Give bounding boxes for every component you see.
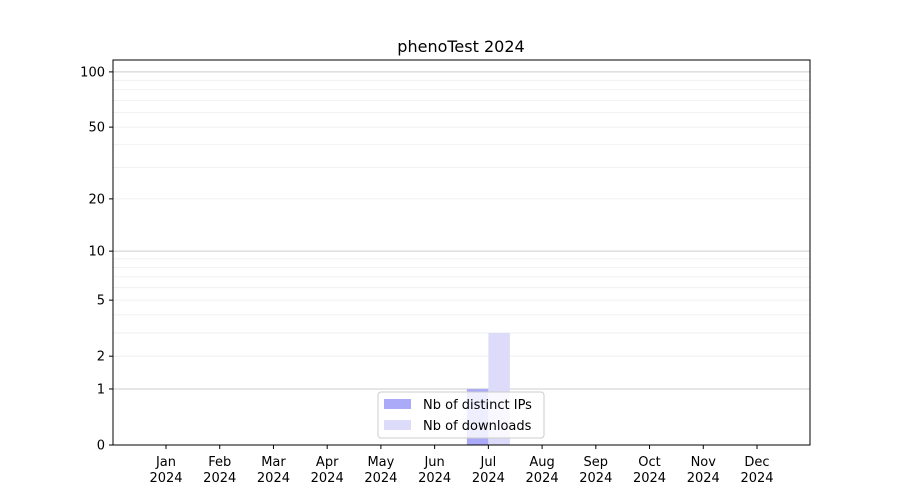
legend: Nb of distinct IPs Nb of downloads [377, 391, 545, 439]
x-tick-label: Apr [316, 455, 339, 470]
y-tick-label: 5 [97, 294, 105, 309]
y-tick-label: 50 [88, 121, 105, 136]
x-tick-label: 2024 [418, 471, 451, 486]
legend-label-downloads: Nb of downloads [423, 419, 532, 434]
plot-frame [112, 59, 811, 446]
x-tick-label: Jan [155, 455, 176, 470]
x-tick-label: Feb [208, 455, 231, 470]
chart-title: phenoTest 2024 [397, 37, 524, 56]
legend-box [377, 391, 545, 439]
grid [113, 71, 810, 390]
x-tick-label: 2024 [364, 471, 397, 486]
x-tick-label: May [367, 455, 394, 470]
x-tick-label: Oct [638, 455, 660, 470]
y-tick-label: 0 [97, 439, 105, 454]
x-tick-label: Jul [480, 455, 497, 470]
y-tick-label: 10 [88, 245, 105, 260]
x-tick-label: Aug [529, 455, 554, 470]
x-tick-label: 2024 [579, 471, 612, 486]
x-tick-label: 2024 [740, 471, 773, 486]
x-tick-label: 2024 [472, 471, 505, 486]
x-tick-label: Sep [584, 455, 609, 470]
x-tick-label: Dec [744, 455, 769, 470]
x-tick-label: Jun [423, 455, 444, 470]
x-tick-label: Mar [261, 455, 286, 470]
x-tick-label: 2024 [687, 471, 720, 486]
y-axis: 0 1 2 5 10 20 50 100 [80, 65, 113, 454]
y-tick-label: 100 [80, 65, 105, 80]
legend-label-ips: Nb of distinct IPs [423, 398, 532, 413]
y-tick-label: 2 [97, 350, 105, 365]
y-tick-label: 1 [97, 382, 105, 397]
legend-swatch-downloads [384, 420, 411, 430]
x-tick-label: 2024 [203, 471, 236, 486]
y-tick-label: 20 [88, 192, 105, 207]
x-tick-label: 2024 [633, 471, 666, 486]
x-axis: Jan2024Feb2024Mar2024Apr2024May2024Jun20… [149, 445, 774, 486]
x-tick-label: 2024 [526, 471, 559, 486]
x-tick-label: 2024 [257, 471, 290, 486]
legend-swatch-ips [384, 399, 411, 409]
x-tick-label: 2024 [149, 471, 182, 486]
x-tick-label: Nov [691, 455, 717, 470]
x-tick-label: 2024 [311, 471, 344, 486]
